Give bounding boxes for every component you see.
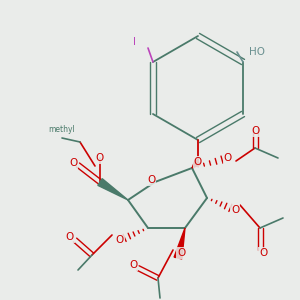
Text: O: O [147, 175, 155, 185]
Text: O: O [231, 205, 239, 215]
Text: O: O [194, 157, 202, 167]
Text: O: O [66, 232, 74, 242]
Text: O: O [224, 153, 232, 163]
Text: O: O [259, 248, 267, 258]
Text: HO: HO [249, 47, 265, 57]
Text: O: O [251, 126, 259, 136]
Text: methyl: methyl [49, 125, 75, 134]
Text: O: O [96, 153, 104, 163]
Polygon shape [98, 178, 128, 200]
Text: O: O [177, 248, 185, 258]
Polygon shape [174, 228, 185, 259]
Polygon shape [192, 160, 200, 168]
Text: I: I [134, 37, 136, 47]
Text: O: O [116, 235, 124, 245]
Text: O: O [69, 158, 77, 168]
Text: O: O [129, 260, 137, 270]
